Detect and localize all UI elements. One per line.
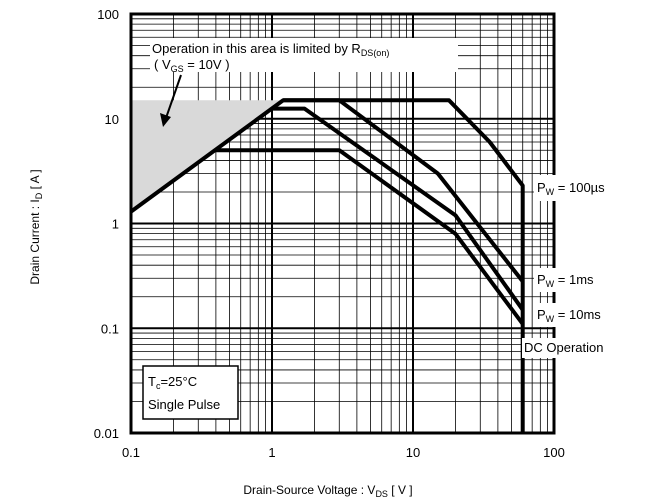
- case-temp-label: Tc=25°C: [148, 374, 197, 391]
- rds-note-box: [150, 38, 458, 72]
- rds-note-line2: ( VGS = 10V ): [154, 57, 230, 74]
- pw100-label: PW = 100µs: [537, 180, 605, 197]
- series-line-2: [272, 106, 525, 311]
- conditions-box: [142, 365, 239, 420]
- series-line-0: [129, 98, 525, 433]
- pw10ms-label-bg: [534, 303, 620, 327]
- series-line-3: [215, 148, 525, 326]
- x-tick-label: 100: [543, 445, 565, 460]
- pw1ms-label-bg: [534, 268, 612, 292]
- plot-frame: [129, 12, 556, 435]
- x-tick-label: 1: [268, 445, 275, 460]
- y-tick-label: 0.1: [101, 321, 119, 336]
- y-tick-label: 0.01: [94, 426, 119, 441]
- rds-note-line1: Operation in this area is limited by RDS…: [152, 41, 389, 58]
- y-tick-label: 100: [97, 7, 119, 22]
- dc-operation-label: DC Operation: [524, 340, 603, 355]
- dc-label-bg: [522, 338, 638, 358]
- pw100-label-bg: [534, 175, 628, 201]
- pw10ms-label: PW = 10ms: [537, 307, 601, 324]
- y-tick-label: 1: [112, 217, 119, 232]
- pw1ms-label: PW = 1ms: [537, 272, 594, 289]
- rds-note-arrow: [160, 74, 182, 127]
- series-line-1: [283, 98, 525, 283]
- series-layer: [129, 98, 525, 433]
- y-axis-label: Drain Current : ID [ A ]: [28, 169, 44, 284]
- x-tick-label: 0.1: [122, 445, 140, 460]
- x-axis-label: Drain-Source Voltage : VDS [ V ]: [243, 483, 412, 499]
- y-tick-label: 10: [105, 112, 119, 127]
- single-pulse-label: Single Pulse: [148, 397, 220, 412]
- x-tick-label: 10: [406, 445, 420, 460]
